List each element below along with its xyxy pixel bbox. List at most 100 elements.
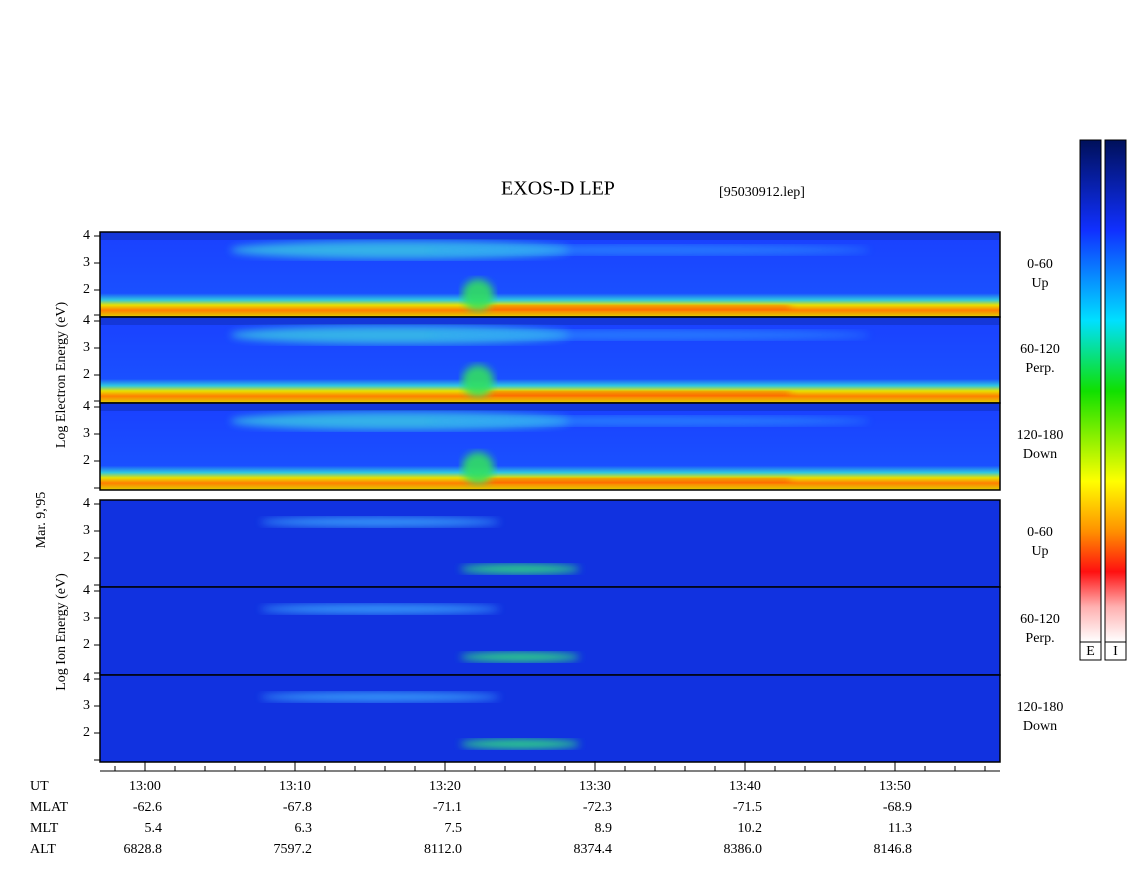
y-tick-label: 2 (83, 725, 90, 740)
time-axis: UT 13:00 13:10 13:20 13:30 13:40 13:50 MLAT -62.… (30, 761, 1000, 857)
color-bar-label: E (1086, 644, 1095, 659)
panel: 4 3 2 0-60 Up (83, 228, 1053, 318)
ion-band (260, 604, 500, 614)
y-tick-label: 3 (83, 523, 90, 538)
panel-frame (99, 402, 1001, 491)
panel-direction: Up (1031, 544, 1048, 559)
ion-band (260, 517, 500, 527)
panel-angle: 120-180 (1017, 428, 1064, 443)
panel-frame (99, 674, 1001, 763)
dark-noise (100, 587, 1000, 675)
spectrogram (100, 403, 1000, 490)
ion-band (260, 692, 500, 702)
dark-top (100, 317, 1000, 325)
ion-y-label: Log Ion Energy (eV) (54, 573, 69, 691)
dark-top (100, 403, 1000, 411)
row-value: 8.9 (595, 821, 613, 836)
y-tick-label: 4 (83, 228, 90, 243)
panel: 4 3 2 0-60 Up (83, 496, 1053, 588)
dark-noise (100, 500, 1000, 587)
dark-noise (100, 675, 1000, 762)
y-tick-label: 4 (83, 583, 90, 598)
y-tick-label: 3 (83, 340, 90, 355)
cyan-band (230, 241, 570, 259)
y-tick-label: 3 (83, 255, 90, 270)
row-value: 6.3 (295, 821, 313, 836)
row-value: -72.3 (583, 800, 612, 815)
y-tick-label: 4 (83, 399, 90, 414)
electron-y-label: Log Electron Energy (eV) (54, 302, 69, 449)
panel-direction: Down (1023, 719, 1057, 734)
panel: 4 3 2 120-180 Down (83, 671, 1064, 763)
color-bar-box (1104, 641, 1127, 661)
row-value: 13:00 (129, 779, 161, 794)
y-tick-label: 4 (83, 496, 90, 511)
panel-angle: 0-60 (1027, 525, 1053, 540)
red-band (490, 478, 790, 483)
row-name: UT (30, 779, 49, 794)
panel-direction: Perp. (1025, 631, 1054, 646)
ion-beam (460, 652, 580, 662)
row-value: -68.9 (883, 800, 912, 815)
row-value: 10.2 (738, 821, 763, 836)
row-value: -67.8 (283, 800, 312, 815)
row-value: 13:50 (879, 779, 911, 794)
color-bar (1104, 139, 1127, 643)
color-bar (1079, 139, 1102, 643)
y-tick-label: 2 (83, 282, 90, 297)
y-tick-label: 2 (83, 550, 90, 565)
red-band (490, 391, 790, 396)
ion-beam (460, 739, 580, 749)
row-value: 13:40 (729, 779, 761, 794)
row-name: MLT (30, 821, 59, 836)
panel: 4 3 2 60-120 Perp. (83, 313, 1060, 404)
title: EXOS-D LEP (501, 178, 615, 200)
panel-direction: Up (1031, 276, 1048, 291)
ion-beam (460, 564, 580, 574)
y-tick-label: 4 (83, 313, 90, 328)
row-name: MLAT (30, 800, 69, 815)
row-value: 5.4 (145, 821, 163, 836)
cyan-band (430, 416, 870, 426)
row-value: 8146.8 (874, 842, 913, 857)
cyan-band (230, 412, 570, 430)
row-value: 8386.0 (724, 842, 763, 857)
row-value: -62.6 (133, 800, 162, 815)
panel-angle: 60-120 (1020, 612, 1060, 627)
y-tick-label: 3 (83, 426, 90, 441)
spectrogram (100, 675, 1000, 762)
cyan-band (230, 326, 570, 344)
background (100, 317, 1000, 403)
panel-direction: Down (1023, 447, 1057, 462)
cyan-band (430, 245, 870, 255)
y-tick-label: 2 (83, 637, 90, 652)
background (100, 232, 1000, 317)
row-value: 13:30 (579, 779, 611, 794)
spectrogram (100, 587, 1000, 675)
color-bar-box (1079, 641, 1102, 661)
burst (462, 279, 494, 311)
row-value: 8374.4 (574, 842, 613, 857)
row-value: 13:20 (429, 779, 461, 794)
row-value: 8112.0 (424, 842, 462, 857)
panel-angle: 120-180 (1017, 700, 1064, 715)
dark-top (100, 232, 1000, 240)
color-bar-label: I (1113, 644, 1118, 659)
cyan-band (430, 330, 870, 340)
row-value: -71.5 (733, 800, 762, 815)
row-name: ALT (30, 842, 56, 857)
spectrogram (100, 232, 1000, 317)
background (100, 403, 1000, 490)
row-value: -71.1 (433, 800, 462, 815)
panel: 4 3 2 60-120 Perp. (83, 583, 1060, 676)
red-band (490, 305, 790, 310)
y-tick-label: 3 (83, 698, 90, 713)
y-tick-label: 2 (83, 367, 90, 382)
panel-angle: 0-60 (1027, 257, 1053, 272)
burst (462, 452, 494, 484)
row-value: 6828.8 (124, 842, 163, 857)
burst (462, 365, 494, 397)
y-tick-label: 2 (83, 453, 90, 468)
panels: 4 3 2 0-60 Up 4 3 2 60-120 Perp. 4 3 2 120-180 Down 4 3 2… (83, 228, 1064, 763)
